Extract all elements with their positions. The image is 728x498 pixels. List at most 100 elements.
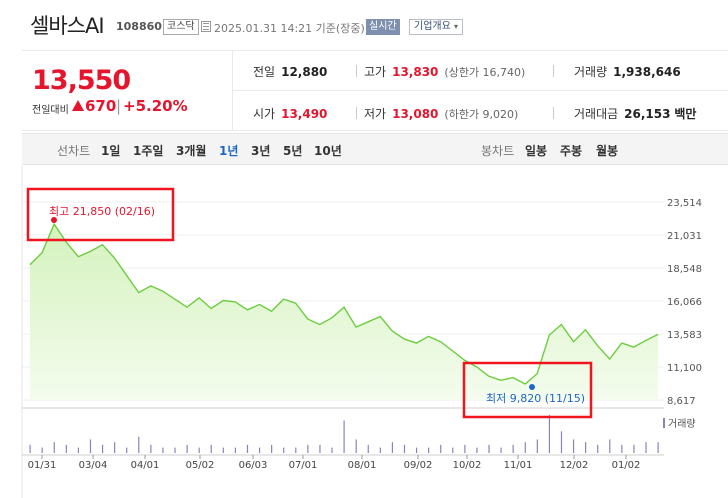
volume-bar bbox=[512, 444, 514, 453]
tab-daily[interactable]: 일봉 bbox=[525, 144, 548, 158]
x-tick-label: 04/01 bbox=[131, 460, 160, 471]
volume-bar bbox=[585, 442, 587, 453]
low-marker bbox=[529, 384, 535, 390]
volume-bar bbox=[657, 442, 659, 453]
volume-bar bbox=[379, 447, 381, 453]
volume-bar bbox=[222, 447, 224, 453]
volume-bar bbox=[548, 415, 551, 453]
volume-bar bbox=[440, 444, 442, 453]
volume-bar bbox=[621, 444, 623, 453]
low-annotation-label: 최저 9,820 (11/15) bbox=[486, 392, 585, 405]
volume-label: 거래량 bbox=[574, 65, 608, 79]
divider bbox=[553, 65, 554, 77]
volume-bar bbox=[500, 447, 502, 453]
divider bbox=[233, 90, 728, 91]
amount-label: 거래대금 bbox=[574, 107, 619, 121]
volume-bar bbox=[319, 444, 321, 453]
divider bbox=[553, 107, 554, 119]
volume-bar bbox=[41, 447, 43, 453]
volume-bar bbox=[645, 442, 647, 453]
amount-value: 26,153 bbox=[624, 107, 671, 121]
realtime-badge[interactable]: 실시간 bbox=[366, 19, 400, 35]
tab-10y[interactable]: 10년 bbox=[314, 144, 342, 158]
divider bbox=[356, 107, 357, 119]
volume-bar bbox=[415, 447, 418, 453]
volume-bar bbox=[138, 436, 140, 453]
volume-bar bbox=[89, 439, 92, 453]
volume-bar bbox=[271, 444, 273, 453]
market-badge: 코스닥 bbox=[163, 19, 199, 35]
stock-code: 108860 bbox=[116, 20, 162, 33]
x-tick-label: 07/01 bbox=[289, 460, 318, 471]
low-annotation: 최저 9,820 (11/15) bbox=[462, 361, 593, 419]
y-tick-label: 8,617 bbox=[667, 396, 696, 407]
compare-label: 전일대비 bbox=[32, 105, 69, 116]
tab-monthly[interactable]: 월봉 bbox=[596, 144, 619, 158]
calendar-icon bbox=[201, 21, 211, 32]
price-line bbox=[29, 222, 659, 385]
quote-datetime: 2025.01.31 14:21 기준(장중) bbox=[214, 22, 365, 35]
x-tick-label: 01/31 bbox=[28, 460, 57, 471]
tab-1w[interactable]: 1주일 bbox=[133, 144, 164, 158]
volume-bar bbox=[210, 444, 212, 453]
current-price: 13,550 bbox=[32, 65, 131, 96]
price-change: 670 bbox=[85, 97, 117, 115]
y-tick-label: 11,100 bbox=[667, 363, 702, 374]
volume-bar bbox=[464, 444, 466, 453]
volume-bar bbox=[391, 442, 394, 453]
divider bbox=[232, 51, 233, 130]
x-tick-label: 09/02 bbox=[404, 460, 433, 471]
volume-bar bbox=[53, 442, 55, 453]
prev-close-cell: 전일 12,880 bbox=[253, 63, 327, 80]
volume-bar bbox=[307, 444, 309, 453]
high-annotation-label: 최고 21,850 (02/16) bbox=[49, 205, 155, 218]
prev-close-value: 12,880 bbox=[281, 65, 328, 79]
volume-cell: 거래량 1,938,646 bbox=[574, 63, 681, 80]
low-cell: 저가 13,080 (하한가 9,020) bbox=[364, 105, 518, 122]
x-tick-label: 11/01 bbox=[504, 460, 533, 471]
volume-bar bbox=[428, 447, 430, 453]
volume-bar bbox=[77, 447, 80, 453]
divider bbox=[356, 65, 357, 77]
x-tick-label: 12/02 bbox=[560, 460, 589, 471]
price-summary: 13,550 전일대비 670 | +5.20% 전일 12,880 고가 13,8… bbox=[22, 50, 728, 131]
volume-bar bbox=[198, 447, 200, 453]
prev-close-label: 전일 bbox=[253, 65, 276, 79]
tab-1d[interactable]: 1일 bbox=[101, 144, 121, 158]
volume-bar bbox=[524, 442, 526, 453]
volume-bar bbox=[355, 439, 357, 453]
tab-weekly[interactable]: 주봉 bbox=[560, 144, 583, 158]
stock-name: 셀바스AI bbox=[30, 14, 105, 38]
volume-bar bbox=[246, 444, 249, 453]
x-tick-label: 10/02 bbox=[453, 460, 482, 471]
tab-1y[interactable]: 1년 bbox=[219, 144, 239, 158]
triangle-up-icon bbox=[72, 100, 84, 111]
volume-bar bbox=[476, 447, 478, 453]
high-annotation: 최고 21,850 (02/16) bbox=[26, 187, 175, 242]
price-change-rate: +5.20% bbox=[123, 97, 188, 115]
volume-bar bbox=[633, 444, 635, 453]
chevron-down-icon: ▾ bbox=[454, 22, 459, 31]
y-tick-label: 18,548 bbox=[667, 264, 702, 275]
volume-bar bbox=[150, 444, 152, 453]
low-value: 13,080 bbox=[392, 107, 439, 121]
low-highlight-box bbox=[462, 361, 593, 419]
high-label: 고가 bbox=[364, 65, 387, 79]
price-chart[interactable]: 23,514 21,031 18,548 16,066 13,583 11,100 8,61… bbox=[0, 166, 728, 498]
volume-bar bbox=[331, 447, 333, 453]
chart-period-tabs: 선차트 1일 1주일 3개월 1년 3년 5년 10년 봉차트 일봉 주봉 월봉 bbox=[22, 133, 728, 165]
volume-value: 1,938,646 bbox=[613, 65, 681, 79]
tab-5y[interactable]: 5년 bbox=[283, 144, 303, 158]
candle-chart-label: 봉차트 bbox=[481, 144, 515, 158]
high-highlight-box bbox=[26, 187, 175, 242]
company-overview-button[interactable]: 기업개요 ▾ bbox=[409, 19, 464, 35]
tab-3m[interactable]: 3개월 bbox=[176, 144, 207, 158]
tab-3y[interactable]: 3년 bbox=[251, 144, 271, 158]
open-label: 시가 bbox=[253, 107, 276, 121]
open-cell: 시가 13,490 bbox=[253, 105, 327, 122]
volume-bar bbox=[174, 447, 176, 453]
y-tick-label: 21,031 bbox=[667, 231, 702, 242]
volume-bar bbox=[536, 439, 538, 453]
low-label: 저가 bbox=[364, 107, 387, 121]
volume-bar bbox=[560, 431, 563, 453]
